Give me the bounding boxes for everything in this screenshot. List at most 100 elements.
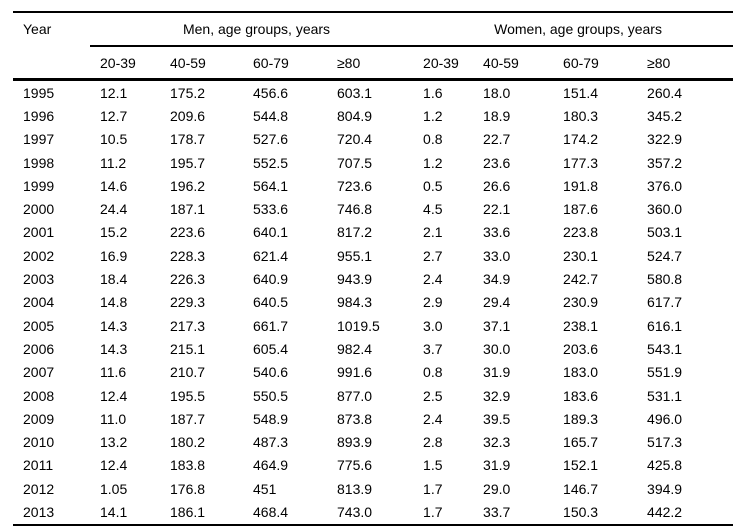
men-value-cell: 605.4	[253, 340, 289, 357]
women-value-cell: 517.3	[647, 434, 683, 451]
women-value-cell: 616.1	[647, 317, 683, 334]
table-row: 2011 12.4 183.8 464.9 775.6 1.5 31.9 152.1 425.8	[13, 454, 733, 477]
women-value-cell: 345.2	[647, 107, 683, 124]
women-value-cell: 29.4	[483, 294, 511, 311]
table-row: 2007 11.6 210.7 540.6 991.6 0.8 31.9 183.0 551.9	[13, 361, 733, 384]
women-value-cell: 503.1	[647, 224, 683, 241]
women-value-cell: 1.2	[423, 107, 443, 124]
men-value-cell: 12.1	[100, 84, 128, 101]
men-value-cell: 982.4	[337, 340, 373, 357]
men-value-cell: 183.8	[170, 457, 206, 474]
women-value-cell: 0.8	[423, 131, 443, 148]
men-value-cell: 217.3	[170, 317, 206, 334]
year-cell: 2012	[23, 480, 55, 497]
men-value-cell: 210.7	[170, 364, 206, 381]
women-value-cell: 524.7	[647, 247, 683, 264]
men-value-cell: 873.8	[337, 410, 373, 427]
women-group-header: Women, age groups, years	[413, 12, 734, 47]
men-value-cell: 13.2	[100, 434, 128, 451]
women-value-cell: 34.9	[483, 271, 511, 288]
year-cell: 2007	[23, 364, 55, 381]
table-row: 2005 14.3 217.3 661.7 1019.5 3.0 37.1 238.1 616.…	[13, 314, 733, 337]
women-value-cell: 165.7	[563, 434, 599, 451]
women-value-cell: 187.6	[563, 201, 599, 218]
women-value-cell: 1.7	[423, 480, 443, 497]
table-row: 1995 12.1 175.2 456.6 603.1 1.6 18.0 151.4 260.4	[13, 80, 733, 105]
men-value-cell: 11.6	[100, 364, 127, 381]
men-value-cell: 175.2	[170, 84, 206, 101]
women-value-cell: 242.7	[563, 271, 599, 288]
table-row: 2012 1.05 176.8 451 813.9 1.7 29.0 146.7 394.9	[13, 477, 733, 500]
men-value-cell: 893.9	[337, 434, 373, 451]
men-group-header: Men, age groups, years	[90, 12, 414, 47]
men-value-cell: 533.6	[253, 201, 289, 218]
women-value-cell: 0.5	[423, 177, 443, 194]
men-value-cell: 564.1	[253, 177, 289, 194]
men-value-cell: 743.0	[337, 503, 373, 520]
year-cell: 1998	[23, 154, 55, 171]
women-value-cell: 23.6	[483, 154, 511, 171]
women-value-cell: 33.0	[483, 247, 511, 264]
men-value-cell: 813.9	[337, 480, 373, 497]
table-header: Year Men, age groups, years Women, age g…	[13, 12, 734, 80]
women-value-cell: 260.4	[647, 84, 683, 101]
women-value-cell: 1.2	[423, 154, 443, 171]
table-row: 1998 11.2 195.7 552.5 707.5 1.2 23.6 177.3 357.2	[13, 151, 733, 174]
men-value-cell: 661.7	[253, 317, 289, 334]
men-value-cell: 451	[253, 480, 277, 497]
year-cell: 2000	[23, 201, 55, 218]
women-value-cell: 2.4	[423, 271, 443, 288]
men-value-cell: 943.9	[337, 271, 373, 288]
table-row: 1999 14.6 196.2 564.1 723.6 0.5 26.6 191.8 376.0	[13, 174, 733, 197]
women-value-cell: 3.7	[423, 340, 443, 357]
year-cell: 2011	[23, 457, 54, 474]
women-value-cell: 31.9	[483, 364, 511, 381]
men-value-cell: 720.4	[337, 131, 373, 148]
women-value-cell: 177.3	[563, 154, 599, 171]
women-value-cell: 2.9	[423, 294, 443, 311]
women-value-cell: 180.3	[563, 107, 599, 124]
women-value-cell: 425.8	[647, 457, 683, 474]
women-value-cell: 2.4	[423, 410, 443, 427]
men-value-cell: 215.1	[170, 340, 206, 357]
men-age-header-60-79: 60-79	[253, 54, 289, 71]
men-value-cell: 12.7	[100, 107, 128, 124]
women-value-cell: 33.6	[483, 224, 511, 241]
men-value-cell: 10.5	[100, 131, 128, 148]
women-value-cell: 4.5	[423, 201, 443, 218]
women-value-cell: 1.6	[423, 84, 443, 101]
women-value-cell: 230.9	[563, 294, 599, 311]
women-value-cell: 33.7	[483, 503, 511, 520]
men-value-cell: 187.1	[170, 201, 206, 218]
men-value-cell: 14.1	[100, 503, 128, 520]
men-value-cell: 804.9	[337, 107, 373, 124]
year-cell: 1996	[23, 107, 55, 124]
men-age-header-80plus: ≥80	[337, 54, 361, 71]
women-value-cell: 3.0	[423, 317, 443, 334]
men-value-cell: 12.4	[100, 387, 128, 404]
women-value-cell: 551.9	[647, 364, 683, 381]
women-value-cell: 37.1	[483, 317, 511, 334]
table-row: 2008 12.4 195.5 550.5 877.0 2.5 32.9 183.6 531.1	[13, 384, 733, 407]
men-age-header-20-39: 20-39	[100, 54, 136, 71]
women-value-cell: 394.9	[647, 480, 683, 497]
table-row: 1997 10.5 178.7 527.6 720.4 0.8 22.7 174.2 322.9	[13, 128, 733, 151]
mortality-by-age-table: Year Men, age groups, years Women, age g…	[13, 11, 734, 526]
women-value-cell: 1.7	[423, 503, 443, 520]
table-row: 2006 14.3 215.1 605.4 982.4 3.7 30.0 203.6 543.1	[13, 337, 733, 360]
men-value-cell: 1.05	[100, 480, 128, 497]
women-value-cell: 174.2	[563, 131, 599, 148]
women-value-cell: 22.7	[483, 131, 511, 148]
year-cell: 2006	[23, 340, 55, 357]
table-row: 1996 12.7 209.6 544.8 804.9 1.2 18.9 180.3 345.2	[13, 104, 733, 127]
men-value-cell: 11.2	[100, 154, 127, 171]
women-value-cell: 31.9	[483, 457, 511, 474]
men-value-cell: 468.4	[253, 503, 289, 520]
men-value-cell: 723.6	[337, 177, 373, 194]
men-value-cell: 14.3	[100, 340, 128, 357]
year-cell: 2013	[23, 503, 55, 520]
men-age-header-40-59: 40-59	[170, 54, 206, 71]
year-column-header: Year	[23, 21, 52, 37]
men-value-cell: 195.5	[170, 387, 206, 404]
women-value-cell: 151.4	[563, 84, 599, 101]
